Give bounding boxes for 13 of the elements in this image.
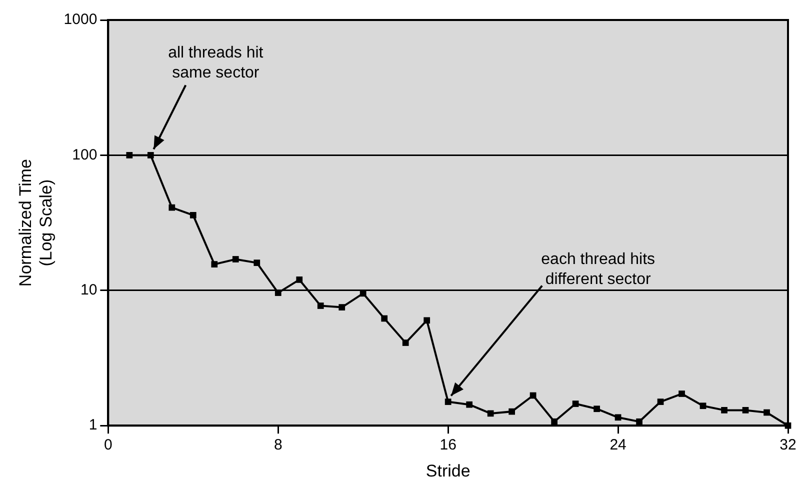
x-tick-label: 0 xyxy=(104,436,112,454)
y-tick-label: 1 xyxy=(88,416,98,434)
x-tick-label: 16 xyxy=(440,436,456,454)
y-tick-label: 1000 xyxy=(64,11,98,28)
y-axis-title: Normalized Time (Log Scale) xyxy=(16,159,56,287)
annotation: each thread hits different sector xyxy=(541,251,656,288)
y-tick-label: 100 xyxy=(72,146,98,164)
annotation: all threads hit same sector xyxy=(168,44,264,82)
x-axis-title: Stride xyxy=(426,461,470,480)
x-tick-label: 32 xyxy=(780,436,796,454)
x-tick-label: 24 xyxy=(610,436,626,454)
x-tick-label: 8 xyxy=(274,436,282,454)
y-tick-label: 10 xyxy=(80,282,98,299)
